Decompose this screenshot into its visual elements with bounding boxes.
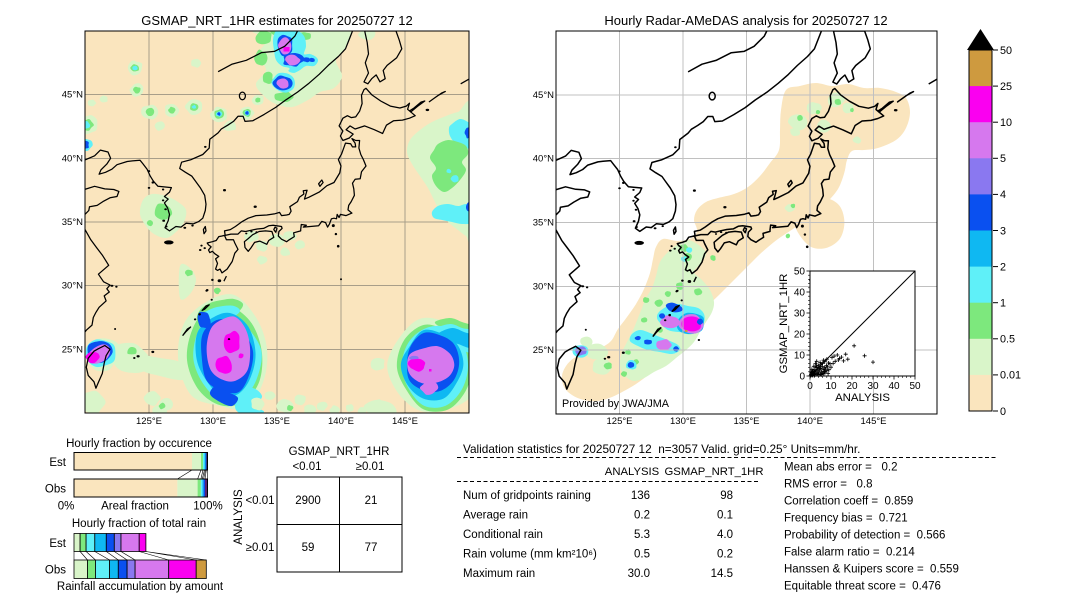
- svg-text:Hourly fraction of total rain: Hourly fraction of total rain: [72, 518, 206, 530]
- svg-text:Obs: Obs: [45, 484, 66, 496]
- svg-text:5.3: 5.3: [634, 529, 650, 541]
- svg-text:20: 20: [846, 381, 858, 392]
- svg-text:2: 2: [1000, 261, 1006, 273]
- svg-text:125°E: 125°E: [136, 416, 162, 427]
- svg-text:Equitable threat score = 0.47: Equitable threat score = 0.476: [784, 581, 941, 593]
- svg-text:Est: Est: [49, 457, 66, 469]
- svg-text:Areal fraction: Areal fraction: [101, 501, 169, 513]
- svg-text:30°N: 30°N: [62, 281, 83, 292]
- svg-text:130°E: 130°E: [670, 416, 696, 427]
- svg-text:25: 25: [1000, 81, 1012, 93]
- svg-text:RMS error = 0.8: RMS error = 0.8: [784, 479, 873, 491]
- svg-text:2900: 2900: [295, 495, 321, 507]
- svg-text:Mean abs error = 0.2: Mean abs error = 0.2: [784, 462, 897, 474]
- svg-text:98: 98: [720, 490, 733, 502]
- svg-text:10: 10: [825, 381, 837, 392]
- svg-text:40: 40: [888, 381, 900, 392]
- svg-text:0: 0: [799, 372, 805, 383]
- svg-text:Provided by JWA/JMA: Provided by JWA/JMA: [562, 398, 670, 410]
- svg-text:Est: Est: [49, 538, 66, 550]
- svg-text:50: 50: [794, 267, 806, 278]
- svg-text:10: 10: [1000, 117, 1012, 129]
- svg-text:14.5: 14.5: [711, 568, 733, 580]
- svg-text:False alarm ratio = 0.214: False alarm ratio = 0.214: [784, 547, 915, 559]
- svg-text:10: 10: [794, 351, 806, 362]
- svg-text:25°N: 25°N: [533, 345, 554, 356]
- svg-text:Probability of detection = 0.: Probability of detection = 0.566: [784, 530, 945, 542]
- svg-text:Hourly Radar-AMeDAS analysis f: Hourly Radar-AMeDAS analysis for 2025072…: [604, 13, 887, 28]
- svg-text:59: 59: [302, 542, 315, 554]
- svg-text:1: 1: [1000, 298, 1006, 310]
- svg-text:ANALYSIS: ANALYSIS: [835, 392, 890, 404]
- svg-text:Validation statistics for 2025: Validation statistics for 20250727 12 n=…: [463, 442, 860, 456]
- svg-text:Num of gridpoints raining: Num of gridpoints raining: [463, 490, 591, 502]
- svg-text:50: 50: [909, 381, 921, 392]
- svg-text:135°E: 135°E: [264, 416, 290, 427]
- svg-text:140°E: 140°E: [328, 416, 354, 427]
- svg-text:ANALYSIS: ANALYSIS: [233, 489, 245, 545]
- svg-text:Conditional rain: Conditional rain: [463, 529, 543, 541]
- svg-text:50: 50: [1000, 45, 1012, 57]
- svg-text:40°N: 40°N: [62, 153, 83, 164]
- svg-text:ANALYSIS: ANALYSIS: [605, 466, 660, 478]
- svg-text:4.0: 4.0: [717, 529, 733, 541]
- svg-text:0: 0: [1000, 406, 1006, 418]
- svg-text:145°E: 145°E: [392, 416, 418, 427]
- svg-text:35°N: 35°N: [62, 217, 83, 228]
- svg-text:GSMAP_NRT_1HR: GSMAP_NRT_1HR: [289, 446, 390, 458]
- svg-text:Maximum rain: Maximum rain: [463, 568, 535, 580]
- svg-text:130°E: 130°E: [200, 416, 226, 427]
- svg-text:30: 30: [794, 309, 806, 320]
- svg-text:Rain volume (mm km²10⁶): Rain volume (mm km²10⁶): [463, 549, 597, 561]
- svg-text:136: 136: [631, 490, 650, 502]
- svg-text:0.2: 0.2: [634, 510, 650, 522]
- svg-text:0%: 0%: [58, 501, 75, 513]
- svg-text:≥0.01: ≥0.01: [246, 542, 275, 554]
- svg-text:Hanssen & Kuipers score = 0.5: Hanssen & Kuipers score = 0.559: [784, 564, 959, 576]
- svg-text:0.5: 0.5: [634, 549, 650, 561]
- svg-text:0: 0: [807, 381, 813, 392]
- svg-text:20: 20: [794, 330, 806, 341]
- svg-text:0.1: 0.1: [717, 510, 733, 522]
- svg-text:4: 4: [1000, 189, 1006, 201]
- svg-text:45°N: 45°N: [533, 90, 554, 101]
- svg-text:25°N: 25°N: [62, 344, 83, 355]
- svg-text:35°N: 35°N: [533, 218, 554, 229]
- svg-text:<0.01: <0.01: [245, 495, 274, 507]
- svg-text:GSMAP_NRT_1HR estimates for 20: GSMAP_NRT_1HR estimates for 20250727 12: [141, 13, 412, 28]
- svg-text:Correlation coeff = 0.859: Correlation coeff = 0.859: [784, 496, 913, 508]
- svg-text:Rainfall accumulation by amoun: Rainfall accumulation by amount: [57, 581, 224, 593]
- svg-text:77: 77: [365, 542, 378, 554]
- svg-text:40°N: 40°N: [533, 154, 554, 165]
- svg-text:40: 40: [794, 288, 806, 299]
- svg-text:<0.01: <0.01: [292, 461, 321, 473]
- svg-text:140°E: 140°E: [797, 416, 823, 427]
- svg-text:Average rain: Average rain: [463, 510, 528, 522]
- svg-text:135°E: 135°E: [734, 416, 760, 427]
- svg-text:0.5: 0.5: [1000, 334, 1015, 346]
- svg-text:30°N: 30°N: [533, 281, 554, 292]
- svg-text:GSMAP_NRT_1HR: GSMAP_NRT_1HR: [778, 274, 790, 374]
- svg-text:Frequency bias = 0.721: Frequency bias = 0.721: [784, 513, 908, 525]
- svg-text:100%: 100%: [193, 501, 222, 513]
- svg-text:145°E: 145°E: [861, 416, 887, 427]
- svg-text:125°E: 125°E: [607, 416, 633, 427]
- svg-text:45°N: 45°N: [62, 90, 83, 101]
- svg-text:0.2: 0.2: [717, 549, 733, 561]
- svg-text:Obs: Obs: [45, 565, 66, 577]
- svg-text:5: 5: [1000, 153, 1006, 165]
- svg-text:3: 3: [1000, 225, 1006, 237]
- svg-text:≥0.01: ≥0.01: [356, 461, 385, 473]
- svg-text:GSMAP_NRT_1HR: GSMAP_NRT_1HR: [665, 466, 764, 478]
- svg-text:30.0: 30.0: [628, 568, 650, 580]
- svg-text:0.01: 0.01: [1000, 370, 1021, 382]
- svg-text:21: 21: [365, 495, 378, 507]
- svg-text:30: 30: [867, 381, 879, 392]
- svg-text:Hourly fraction by occurence: Hourly fraction by occurence: [66, 438, 212, 450]
